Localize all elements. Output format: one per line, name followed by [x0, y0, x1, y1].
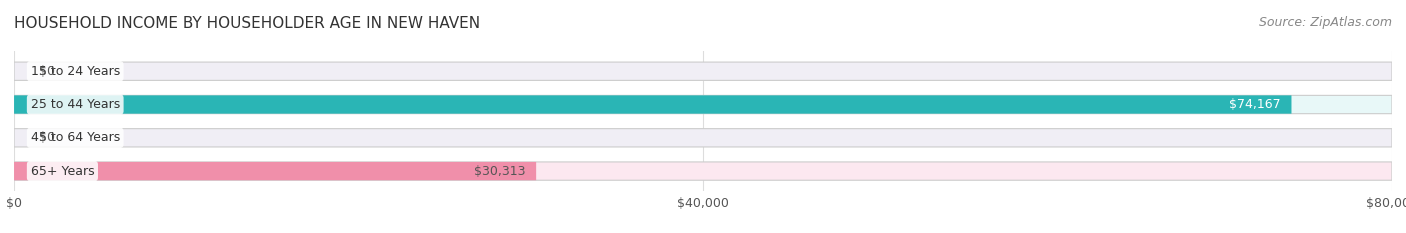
FancyBboxPatch shape — [14, 129, 1392, 147]
FancyBboxPatch shape — [14, 162, 1392, 180]
FancyBboxPatch shape — [14, 62, 1392, 80]
Text: $30,313: $30,313 — [474, 164, 524, 178]
FancyBboxPatch shape — [14, 95, 1392, 114]
FancyBboxPatch shape — [14, 95, 1292, 114]
Text: 45 to 64 Years: 45 to 64 Years — [31, 131, 120, 144]
FancyBboxPatch shape — [14, 162, 536, 180]
Text: Source: ZipAtlas.com: Source: ZipAtlas.com — [1258, 16, 1392, 29]
Text: $0: $0 — [39, 65, 55, 78]
Text: $0: $0 — [39, 131, 55, 144]
Text: 25 to 44 Years: 25 to 44 Years — [31, 98, 120, 111]
Text: $74,167: $74,167 — [1229, 98, 1281, 111]
Text: HOUSEHOLD INCOME BY HOUSEHOLDER AGE IN NEW HAVEN: HOUSEHOLD INCOME BY HOUSEHOLDER AGE IN N… — [14, 16, 481, 31]
Text: 65+ Years: 65+ Years — [31, 164, 94, 178]
Text: 15 to 24 Years: 15 to 24 Years — [31, 65, 120, 78]
